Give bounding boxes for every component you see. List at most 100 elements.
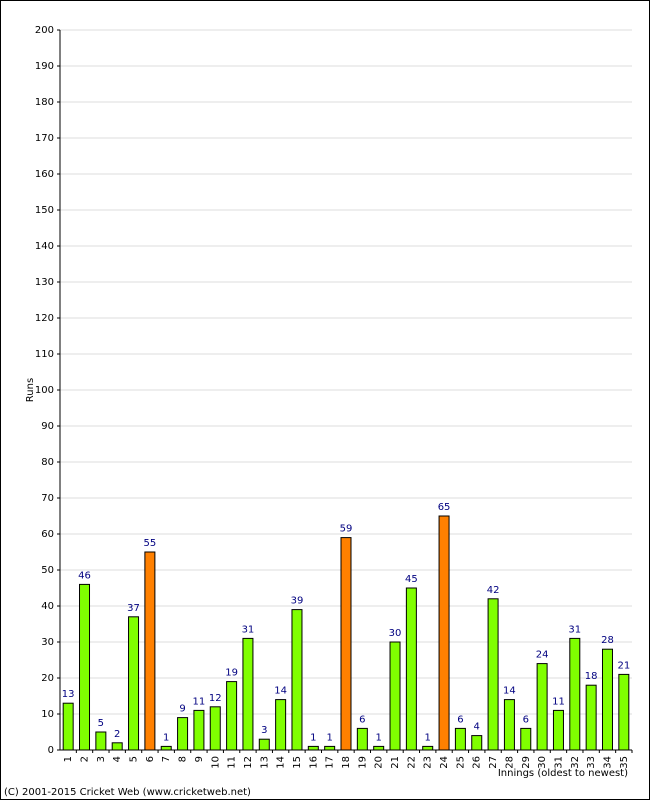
value-label: 65 (438, 502, 451, 513)
bar (111, 742, 123, 751)
bar (405, 587, 417, 751)
x-tick-label: 25 (455, 756, 466, 769)
x-tick-label: 15 (292, 756, 303, 769)
bar (226, 681, 238, 751)
value-label: 11 (193, 696, 206, 707)
value-label: 45 (405, 574, 418, 585)
x-axis-label: Innings (oldest to newest) (498, 768, 628, 779)
y-tick-label: 40 (41, 601, 54, 612)
y-tick-label: 170 (35, 133, 54, 144)
y-axis-label: Runs (25, 378, 36, 402)
bar (389, 641, 401, 751)
x-tick-label: 32 (570, 756, 581, 769)
y-tick-label: 180 (35, 97, 54, 108)
x-tick-label: 29 (521, 756, 532, 769)
bar (193, 709, 205, 751)
bar (601, 648, 613, 751)
value-label: 37 (127, 603, 140, 614)
value-label: 2 (114, 729, 120, 740)
value-label: 11 (552, 696, 565, 707)
bar (258, 738, 270, 751)
y-tick-label: 150 (35, 205, 54, 216)
x-tick-label: 34 (602, 756, 613, 769)
x-tick-label: 27 (488, 756, 499, 769)
y-tick-label: 80 (41, 457, 54, 468)
bar (503, 699, 515, 751)
bar (471, 735, 483, 751)
value-label: 14 (503, 686, 516, 697)
value-label: 6 (523, 714, 529, 725)
x-tick-label: 16 (308, 756, 319, 769)
bar (618, 673, 630, 751)
bar (569, 637, 581, 751)
value-label: 12 (209, 693, 222, 704)
value-label: 21 (617, 660, 630, 671)
value-label: 19 (225, 668, 238, 679)
bar (291, 609, 303, 751)
x-tick-label: 2 (80, 756, 91, 762)
value-label: 31 (568, 624, 581, 635)
bar (324, 745, 336, 751)
bar (454, 727, 466, 751)
bar (209, 706, 221, 751)
y-tick-label: 70 (41, 493, 54, 504)
y-tick-label: 200 (35, 25, 54, 36)
value-label: 1 (163, 732, 169, 743)
value-label: 28 (601, 635, 614, 646)
bar (536, 663, 548, 751)
value-label: 46 (78, 570, 91, 581)
bar (438, 515, 450, 751)
x-tick-label: 7 (161, 756, 172, 762)
y-tick-label: 60 (41, 529, 54, 540)
x-tick-label: 35 (619, 756, 630, 769)
x-tick-label: 12 (243, 756, 254, 769)
value-label: 1 (326, 732, 332, 743)
x-tick-label: 4 (112, 756, 123, 762)
value-label: 42 (487, 585, 500, 596)
bar (242, 637, 254, 751)
bar (307, 745, 319, 751)
value-label: 59 (340, 524, 353, 535)
x-tick-label: 10 (210, 756, 221, 769)
y-tick-label: 140 (35, 241, 54, 252)
bar (520, 727, 532, 751)
bar (144, 551, 156, 751)
value-label: 14 (274, 686, 287, 697)
x-tick-label: 21 (390, 756, 401, 769)
x-tick-label: 24 (439, 756, 450, 769)
bar (373, 745, 385, 751)
value-label: 24 (536, 650, 549, 661)
y-tick-label: 30 (41, 637, 54, 648)
x-tick-label: 26 (472, 756, 483, 769)
bar (552, 709, 564, 751)
x-tick-label: 11 (227, 756, 238, 769)
x-tick-label: 23 (423, 756, 434, 769)
bar (177, 717, 189, 751)
value-label: 9 (179, 704, 185, 715)
bar (487, 598, 499, 751)
footer: (C) 2001-2015 Cricket Web (www.cricketwe… (4, 787, 251, 798)
value-label: 18 (585, 671, 598, 682)
x-tick-label: 17 (325, 756, 336, 769)
value-label: 4 (474, 722, 480, 733)
value-label: 1 (310, 732, 316, 743)
x-tick-label: 14 (276, 756, 287, 769)
y-tick-label: 130 (35, 277, 54, 288)
x-tick-label: 22 (406, 756, 417, 769)
value-label: 31 (242, 624, 255, 635)
y-tick-label: 90 (41, 421, 54, 432)
x-tick-label: 5 (129, 756, 140, 762)
y-tick-label: 100 (35, 385, 54, 396)
x-tick-label: 8 (178, 756, 189, 762)
y-tick-label: 110 (35, 349, 54, 360)
y-tick-label: 10 (41, 709, 54, 720)
x-tick-label: 19 (357, 756, 368, 769)
value-label: 5 (98, 718, 104, 729)
bar (356, 727, 368, 751)
bar (422, 745, 434, 751)
x-tick-label: 1 (63, 756, 74, 762)
x-tick-label: 30 (537, 756, 548, 769)
value-label: 1 (425, 732, 431, 743)
